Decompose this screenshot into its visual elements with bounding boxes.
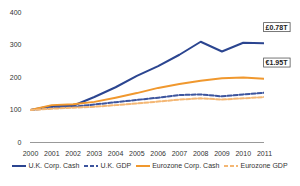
svg-text:2002: 2002 [65,150,81,157]
svg-text:2009: 2009 [214,150,230,157]
html-text:Eurozone Corp. Cash: Eurozone Corp. Cash [152,162,220,169]
svg-text:2007: 2007 [172,150,188,157]
html-text:U.K. Corp. Cash: U.K. Corp. Cash [28,162,80,169]
svg-text:100: 100 [10,106,22,113]
svg-text:2003: 2003 [87,150,103,157]
svg-text:2010: 2010 [235,150,251,157]
html-text:U.K. GDP: U.K. GDP [100,162,132,169]
svg-text:300: 300 [10,41,22,48]
svg-text:€1.95T: €1.95T [266,59,289,66]
html-text:Eurozone GDP: Eurozone GDP [240,162,288,169]
svg-text:2001: 2001 [44,150,60,157]
svg-text:£0.78T: £0.78T [266,24,289,31]
svg-text:400: 400 [10,9,22,16]
svg-text:2006: 2006 [150,150,166,157]
svg-text:2011: 2011 [257,150,272,157]
svg-text:200: 200 [10,74,22,81]
svg-text:0: 0 [18,139,22,146]
svg-text:2008: 2008 [193,150,209,157]
svg-text:2005: 2005 [129,150,145,157]
svg-text:2004: 2004 [108,150,124,157]
svg-text:2000: 2000 [23,150,39,157]
